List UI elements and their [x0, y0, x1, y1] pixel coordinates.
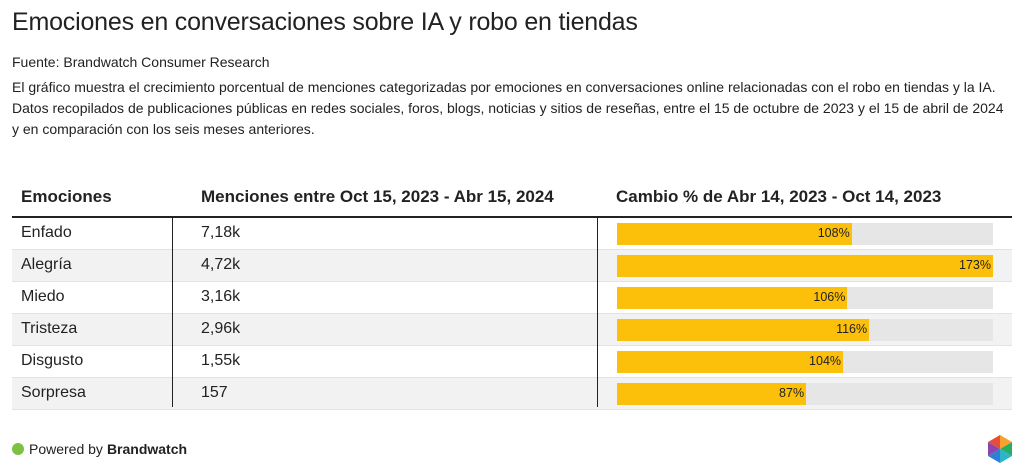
- brand-name: Brandwatch: [106, 441, 188, 457]
- table-row: Disgusto 1,55k 104%: [12, 346, 1012, 378]
- column-divider-1: [172, 217, 173, 407]
- emotion-label: Tristeza: [21, 320, 78, 337]
- table-header: Emociones Menciones entre Oct 15, 2023 -…: [12, 180, 1012, 218]
- header-mentions: Menciones entre Oct 15, 2023 - Abr 15, 2…: [201, 187, 554, 206]
- brandwatch-logo-icon: [988, 435, 1012, 463]
- emotion-label: Enfado: [21, 224, 72, 241]
- emotion-label: Sorpresa: [21, 384, 86, 401]
- change-label: 87%: [779, 386, 805, 400]
- change-label: 173%: [959, 258, 991, 272]
- bar-track: 87%: [617, 383, 993, 405]
- mentions-value: 1,55k: [201, 352, 241, 369]
- table-row: Miedo 3,16k 106%: [12, 282, 1012, 314]
- bar-track: 106%: [617, 287, 993, 309]
- mentions-value: 157: [201, 384, 228, 401]
- header-change: Cambio % de Abr 14, 2023 - Oct 14, 2023: [616, 187, 942, 206]
- change-bar: 104%: [617, 351, 844, 373]
- description-line-1: El gráfico muestra el crecimiento porcen…: [12, 79, 996, 95]
- change-label: 116%: [836, 322, 868, 336]
- change-bar: 87%: [617, 383, 807, 405]
- header-emotion: Emociones: [21, 187, 112, 206]
- table-row: Tristeza 2,96k 116%: [12, 314, 1012, 346]
- bar-track: 116%: [617, 319, 993, 341]
- emotions-table: Emociones Menciones entre Oct 15, 2023 -…: [12, 180, 1012, 410]
- source-note: Fuente: Brandwatch Consumer Research: [12, 54, 270, 70]
- table-row: Sorpresa 157 87%: [12, 378, 1012, 410]
- mentions-value: 7,18k: [201, 224, 241, 241]
- powered-by-text: Powered by: [29, 441, 103, 457]
- description: El gráfico muestra el crecimiento porcen…: [12, 77, 1012, 140]
- change-bar: 108%: [617, 223, 852, 245]
- change-label: 106%: [813, 290, 846, 304]
- emotion-label: Disgusto: [21, 352, 84, 369]
- mentions-value: 3,16k: [201, 288, 241, 305]
- column-divider-2: [597, 217, 598, 407]
- chart-title: Emociones en conversaciones sobre IA y r…: [12, 8, 638, 36]
- mentions-value: 4,72k: [201, 256, 241, 273]
- change-bar: 173%: [617, 255, 993, 277]
- bar-track: 173%: [617, 255, 993, 277]
- mentions-value: 2,96k: [201, 320, 241, 337]
- table-row: Alegría 4,72k 173%: [12, 250, 1012, 282]
- bar-track: 108%: [617, 223, 993, 245]
- green-dot-icon: [12, 443, 24, 455]
- footer: Powered by Brandwatch: [12, 441, 187, 457]
- table-body: Enfado 7,18k 108% Alegría 4,72k 173% Miedo 3,16…: [12, 218, 1012, 410]
- change-bar: 106%: [617, 287, 848, 309]
- emotion-label: Alegría: [21, 256, 72, 273]
- change-bar: 116%: [617, 319, 870, 341]
- description-line-2: Datos recopilados de publicaciones públi…: [12, 100, 1004, 137]
- change-label: 108%: [817, 226, 850, 240]
- emotion-label: Miedo: [21, 288, 65, 305]
- bar-track: 104%: [617, 351, 993, 373]
- table-row: Enfado 7,18k 108%: [12, 218, 1012, 250]
- change-label: 104%: [809, 354, 842, 368]
